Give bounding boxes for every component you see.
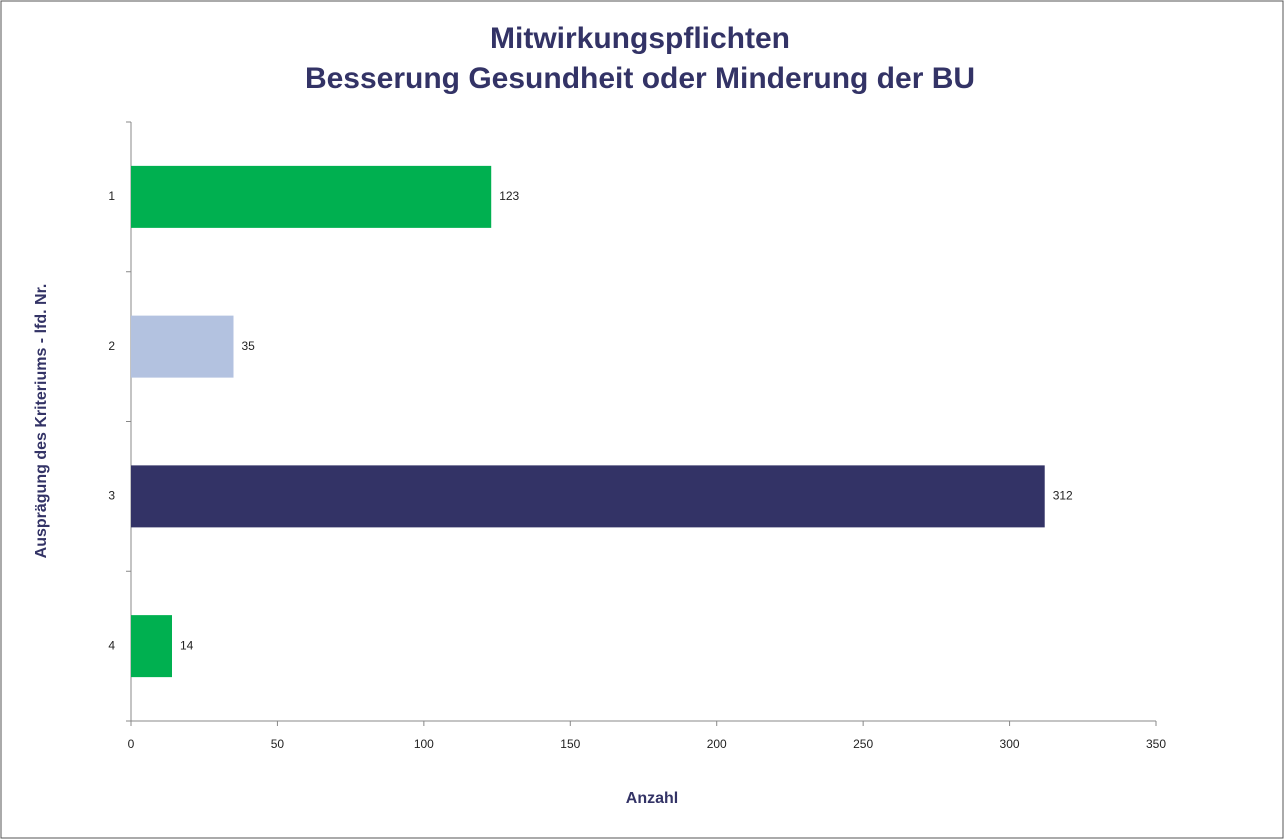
x-tick-label: 100 (414, 737, 434, 751)
x-tick-label: 50 (271, 737, 285, 751)
y-axis-label: Ausprägung des Kriteriums - lfd. Nr. (33, 284, 50, 559)
data-label: 123 (499, 189, 519, 203)
data-label: 312 (1053, 489, 1073, 503)
x-tick-label: 300 (1000, 737, 1020, 751)
bar (131, 615, 172, 678)
bar (131, 315, 234, 378)
data-label: 14 (180, 638, 194, 652)
x-tick-label: 350 (1146, 737, 1166, 751)
y-tick-label: 1 (108, 189, 115, 203)
x-tick-label: 250 (853, 737, 873, 751)
x-axis-label: Anzahl (626, 790, 678, 807)
bar (131, 165, 492, 228)
x-tick-label: 150 (560, 737, 580, 751)
y-tick-label: 4 (108, 638, 115, 652)
data-label: 35 (242, 339, 256, 353)
bar (131, 465, 1045, 528)
x-tick-label: 0 (128, 737, 135, 751)
y-tick-label: 3 (108, 489, 115, 503)
chart-title: Mitwirkungspflichten (490, 22, 790, 55)
chart-title: Besserung Gesundheit oder Minderung der … (305, 62, 975, 95)
y-tick-label: 2 (108, 339, 115, 353)
x-tick-label: 200 (707, 737, 727, 751)
